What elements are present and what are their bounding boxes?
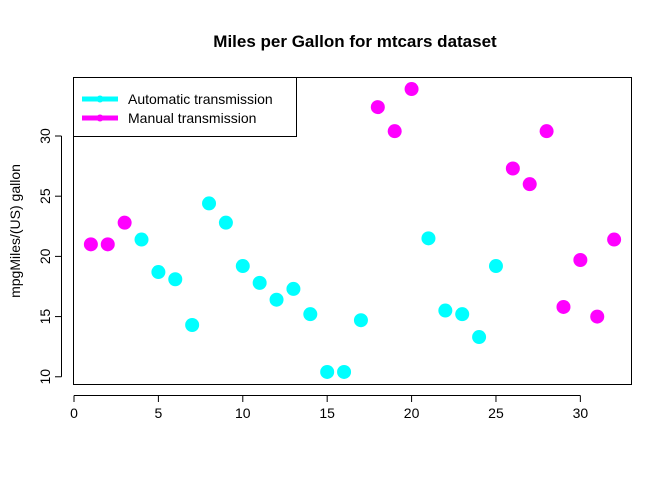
automatic-point	[269, 292, 284, 307]
automatic-point	[286, 281, 301, 296]
automatic-point	[320, 364, 335, 379]
x-tick-label: 0	[70, 405, 78, 421]
manual-point	[370, 100, 385, 115]
automatic-point	[168, 272, 183, 287]
manual-point	[404, 82, 419, 97]
automatic-point	[438, 303, 453, 318]
data-points	[83, 82, 622, 379]
chart-title: Miles per Gallon for mtcars dataset	[213, 32, 497, 51]
legend-label-automatic: Automatic transmission	[128, 91, 273, 107]
automatic-point	[252, 275, 267, 290]
automatic-point	[151, 265, 166, 280]
manual-point	[607, 232, 622, 247]
manual-point	[556, 299, 571, 314]
legend-label-manual: Manual transmission	[128, 110, 256, 126]
automatic-point	[185, 318, 200, 333]
automatic-point	[303, 307, 318, 322]
legend-marker-automatic	[96, 95, 104, 103]
x-tick-label: 15	[319, 405, 335, 421]
manual-point	[100, 237, 115, 252]
automatic-point	[134, 232, 149, 247]
y-tick-label: 15	[37, 309, 53, 325]
plot-frame	[73, 77, 632, 385]
manual-point	[505, 161, 520, 176]
manual-point	[573, 252, 588, 267]
legend-box	[73, 77, 297, 137]
manual-point	[590, 309, 605, 324]
automatic-point	[488, 259, 503, 274]
automatic-point	[202, 196, 217, 211]
y-axis-label: mpgMiles/(US) gallon	[7, 164, 23, 298]
x-axis: 0 5 10 15 20 25 30	[70, 395, 589, 421]
automatic-point	[218, 215, 233, 230]
y-tick-label: 25	[37, 188, 53, 204]
automatic-point	[472, 330, 487, 345]
legend: Automatic transmission Manual transmissi…	[73, 77, 297, 137]
x-tick-label: 25	[488, 405, 504, 421]
y-axis: 10 15 20 25 30	[37, 128, 62, 385]
legend-marker-manual	[96, 114, 104, 122]
automatic-point	[337, 364, 352, 379]
y-tick-label: 30	[37, 128, 53, 144]
x-tick-label: 5	[154, 405, 162, 421]
x-tick-label: 20	[404, 405, 420, 421]
manual-point	[522, 177, 537, 192]
automatic-point	[455, 307, 470, 322]
manual-point	[539, 124, 554, 139]
x-tick-label: 10	[235, 405, 251, 421]
automatic-point	[235, 259, 250, 274]
manual-point	[83, 237, 98, 252]
manual-point	[117, 215, 132, 230]
automatic-point	[421, 231, 436, 246]
automatic-point	[353, 313, 368, 328]
manual-point	[387, 124, 402, 139]
y-tick-label: 20	[37, 248, 53, 264]
x-tick-label: 30	[573, 405, 589, 421]
y-tick-label: 10	[37, 369, 53, 385]
